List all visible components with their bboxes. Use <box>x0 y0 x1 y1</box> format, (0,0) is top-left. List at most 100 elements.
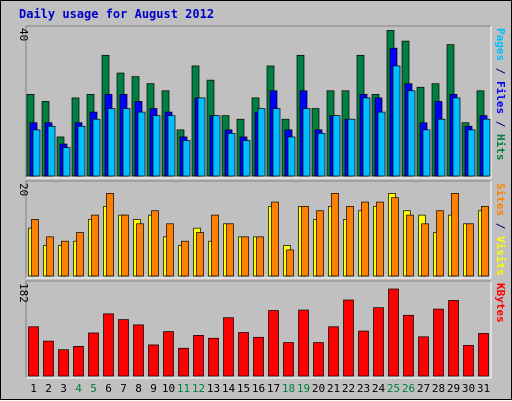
bar-kbytes-day-27 <box>418 336 429 377</box>
bar-kbytes-day-9 <box>148 344 159 377</box>
bar-sites-day-9 <box>151 210 159 277</box>
bar-kbytes-day-19 <box>298 309 309 377</box>
bar-sites-day-1 <box>31 219 39 277</box>
bar-pages-day-20 <box>317 133 326 177</box>
x-tick-label-20: 20 <box>312 382 325 395</box>
bar-kbytes-day-30 <box>463 345 474 377</box>
bar-kbytes-day-25 <box>388 288 399 377</box>
bar-kbytes-day-14 <box>223 317 234 377</box>
bar-kbytes-day-7 <box>118 319 129 377</box>
bar-sites-day-2 <box>46 236 54 277</box>
bar-pages-day-23 <box>362 97 371 177</box>
bar-kbytes-day-28 <box>433 308 444 377</box>
bar-kbytes-day-15 <box>238 332 249 377</box>
bar-sites-day-28 <box>436 210 444 277</box>
bar-kbytes-day-29 <box>448 300 459 377</box>
x-tick-label-31: 31 <box>477 382 490 395</box>
x-tick-label-3: 3 <box>60 382 67 395</box>
panel-edge-dark-visits-sites <box>25 180 491 278</box>
bar-pages-day-29 <box>452 97 461 177</box>
max-label-visits-sites: 20 <box>17 183 30 196</box>
bar-sites-day-31 <box>481 206 489 277</box>
bar-sites-day-26 <box>406 214 414 277</box>
bar-sites-day-23 <box>361 201 369 277</box>
bar-kbytes-day-5 <box>88 332 99 377</box>
bar-kbytes-day-12 <box>193 335 204 377</box>
bar-pages-day-7 <box>122 108 131 177</box>
x-tick-label-23: 23 <box>357 382 370 395</box>
bar-pages-day-1 <box>32 129 41 177</box>
bar-kbytes-day-21 <box>328 326 339 377</box>
bar-sites-day-8 <box>136 223 144 277</box>
legend-segment-visits-sites-0: Sites <box>494 183 507 216</box>
bar-pages-day-22 <box>347 118 356 177</box>
bar-sites-day-30 <box>466 223 474 277</box>
panel-edge-light-visits-sites <box>26 181 492 279</box>
bar-pages-day-27 <box>422 129 431 177</box>
bar-sites-day-15 <box>241 236 249 277</box>
x-tick-label-22: 22 <box>342 382 355 395</box>
x-tick-label-21: 21 <box>327 382 340 395</box>
bar-kbytes-day-26 <box>403 314 414 377</box>
bar-pages-day-3 <box>62 147 71 177</box>
bar-sites-day-5 <box>91 214 99 277</box>
x-tick-label-11: 11 <box>177 382 190 395</box>
bar-sites-day-16 <box>256 236 264 277</box>
bar-sites-day-6 <box>106 193 114 277</box>
x-tick-label-18: 18 <box>282 382 295 395</box>
x-tick-label-7: 7 <box>120 382 127 395</box>
bar-kbytes-day-31 <box>478 333 489 377</box>
bar-kbytes-day-22 <box>343 299 354 377</box>
bar-pages-day-13 <box>212 115 221 177</box>
chart-title: Daily usage for August 2012 <box>19 7 215 21</box>
legend-segment-hits-files-pages-1: / <box>494 61 507 81</box>
panel-edge-light-kbytes <box>26 281 492 379</box>
x-tick-label-26: 26 <box>402 382 415 395</box>
legend-segment-kbytes-0: KBytes <box>494 283 507 323</box>
bar-pages-day-9 <box>152 115 161 177</box>
bar-kbytes-day-11 <box>178 347 189 377</box>
bar-sites-day-14 <box>226 223 234 277</box>
legend-segment-hits-files-pages-4: Hits <box>494 134 507 161</box>
bar-pages-day-16 <box>257 108 266 177</box>
bar-pages-day-28 <box>437 118 446 177</box>
bar-kbytes-day-2 <box>43 340 54 377</box>
bar-pages-day-17 <box>272 108 281 177</box>
x-tick-label-16: 16 <box>252 382 265 395</box>
bar-sites-day-13 <box>211 214 219 277</box>
bar-kbytes-day-8 <box>133 324 144 377</box>
x-tick-label-10: 10 <box>162 382 175 395</box>
bar-kbytes-day-13 <box>208 337 219 377</box>
x-tick-label-27: 27 <box>417 382 430 395</box>
bar-sites-day-21 <box>331 193 339 277</box>
bar-sites-day-4 <box>76 232 84 277</box>
bar-sites-day-10 <box>166 223 174 277</box>
panel-edge-dark-kbytes <box>25 280 491 378</box>
bar-sites-day-19 <box>301 206 309 277</box>
x-tick-label-12: 12 <box>192 382 205 395</box>
x-tick-label-5: 5 <box>90 382 97 395</box>
bar-kbytes-day-16 <box>253 336 264 377</box>
bar-sites-day-18 <box>286 249 294 277</box>
bar-kbytes-day-6 <box>103 313 114 377</box>
x-tick-label-15: 15 <box>237 382 250 395</box>
x-tick-label-19: 19 <box>297 382 310 395</box>
bar-pages-day-30 <box>467 129 476 177</box>
bar-sites-day-20 <box>316 210 324 277</box>
x-tick-label-2: 2 <box>45 382 52 395</box>
x-tick-label-17: 17 <box>267 382 280 395</box>
bar-pages-day-15 <box>242 140 251 177</box>
bar-sites-day-17 <box>271 201 279 277</box>
panel-edge-dark-hits-files-pages <box>25 25 491 178</box>
legend-label-visits-sites: Sites / Visits <box>494 183 507 276</box>
max-label-kbytes: 182 <box>17 283 30 303</box>
bar-sites-day-3 <box>61 240 69 277</box>
legend-segment-hits-files-pages-0: Pages <box>494 28 507 61</box>
x-tick-label-30: 30 <box>462 382 475 395</box>
bar-pages-day-21 <box>332 115 341 177</box>
bar-sites-day-7 <box>121 214 129 277</box>
bar-kbytes-day-23 <box>358 330 369 377</box>
bar-pages-day-5 <box>92 118 101 177</box>
